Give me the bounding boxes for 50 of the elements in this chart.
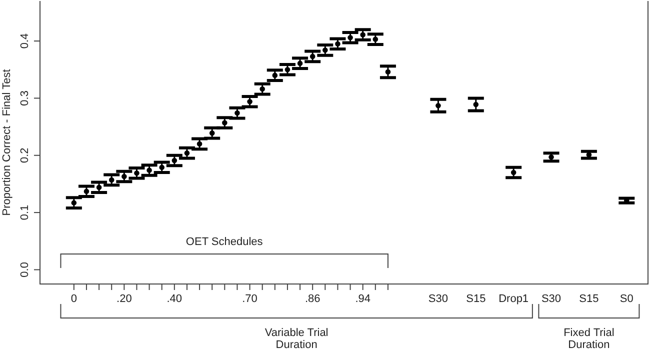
point <box>385 69 391 75</box>
y-tick-label: 0.3 <box>19 90 31 106</box>
x-tick-label: S15 <box>466 293 486 305</box>
point <box>310 54 316 60</box>
x-tick-label: S0 <box>620 293 634 305</box>
point <box>84 188 90 194</box>
x-tick-label: S30 <box>428 293 448 305</box>
text: Fixed Trial Duration <box>564 327 614 349</box>
y-tick-label: 0.1 <box>19 204 31 220</box>
y-tick-label: 0.0 <box>19 262 31 278</box>
point <box>322 48 328 53</box>
point <box>297 60 303 66</box>
x-tick-label: S15 <box>579 293 599 305</box>
point <box>260 86 265 92</box>
y-axis-title: Proportion Correct - Final Test <box>1 69 13 216</box>
point <box>247 98 252 104</box>
point <box>272 72 278 78</box>
point <box>510 170 516 176</box>
point <box>96 184 102 190</box>
point <box>209 130 215 136</box>
y-tick-label: 0.2 <box>19 148 31 164</box>
point <box>360 32 366 38</box>
x-tick-label: .40 <box>166 293 182 305</box>
x-tick-label: .70 <box>242 293 258 305</box>
point <box>473 102 479 108</box>
point <box>172 158 178 164</box>
point <box>348 34 353 40</box>
x-tick-label: .20 <box>116 293 132 305</box>
x-tick-label: S30 <box>541 293 562 305</box>
x-tick-label: 0 <box>70 293 77 305</box>
text: Variable Trial Duration <box>264 327 328 349</box>
point <box>372 36 378 42</box>
point <box>222 120 228 126</box>
point <box>108 177 114 183</box>
point <box>196 141 202 147</box>
point <box>134 170 140 176</box>
x-tick-label: .86 <box>304 293 320 305</box>
x-tick-label: Drop1 <box>498 293 529 305</box>
point <box>284 66 290 72</box>
point <box>335 41 340 47</box>
point <box>184 150 190 156</box>
point <box>71 200 77 206</box>
x-tick-label: .94 <box>355 293 370 305</box>
point <box>159 164 164 170</box>
point <box>436 102 441 108</box>
point <box>234 110 240 116</box>
point <box>146 168 152 173</box>
annotation: OET Schedules <box>186 236 264 248</box>
point <box>122 174 127 180</box>
y-tick-label: 0.4 <box>19 33 31 49</box>
